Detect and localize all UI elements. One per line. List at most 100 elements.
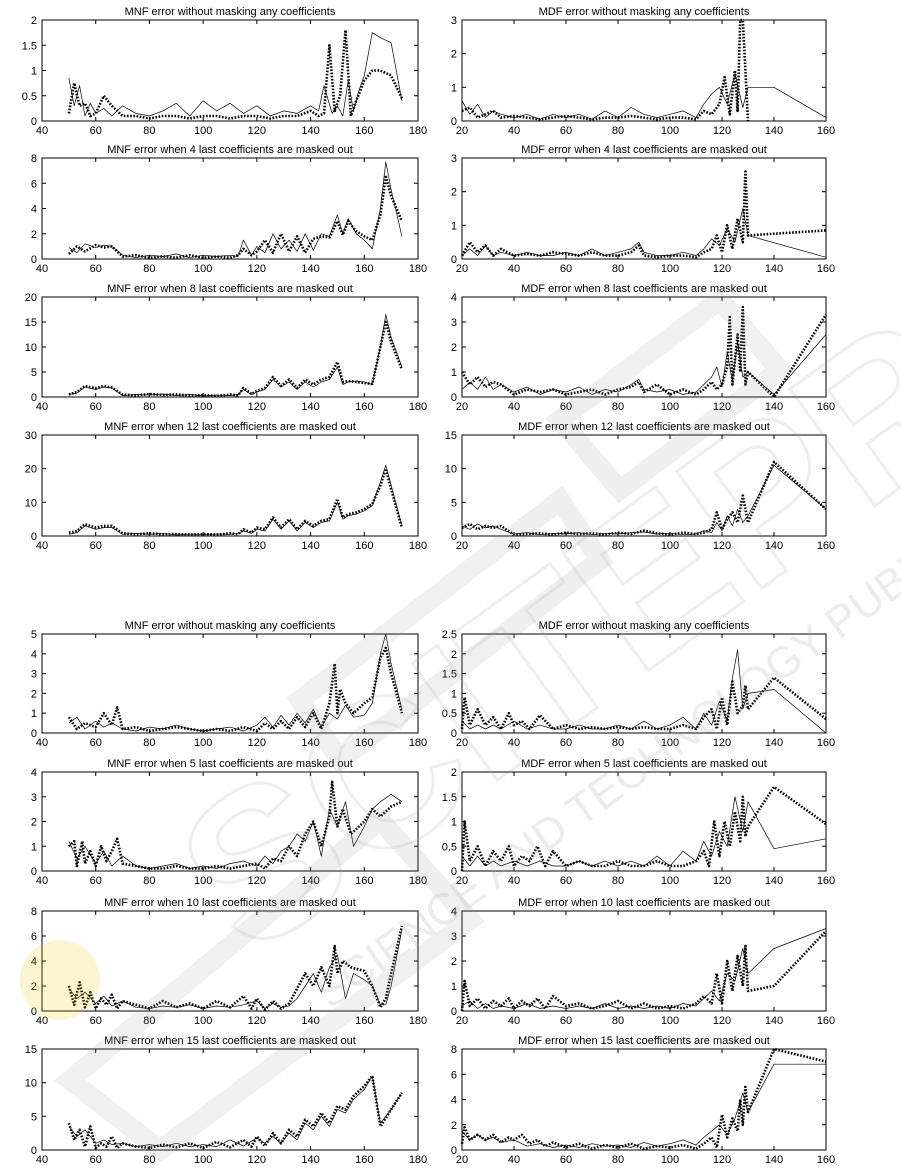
series-line-dotted (68, 320, 404, 398)
chart-panel-11: MNF error when 5 last coefficients are m… (31, 758, 427, 887)
plot-frame (41, 910, 419, 1012)
x-tick-label: 160 (355, 401, 373, 413)
x-tick-label: 60 (90, 263, 102, 275)
x-tick-label: 80 (143, 1015, 155, 1027)
chart-panel-14: MDF error when 10 last coefficients are … (451, 897, 835, 1027)
x-tick-label: 20 (456, 737, 468, 749)
x-tick-label: 180 (409, 875, 427, 887)
x-tick-label: 20 (456, 1015, 468, 1027)
plot-frame (461, 1048, 827, 1151)
x-tick-label: 140 (765, 875, 783, 887)
x-tick-label: 100 (194, 1154, 212, 1166)
y-tick-label: 2 (31, 817, 37, 829)
x-tick-label: 80 (143, 875, 155, 887)
x-tick-label: 40 (36, 875, 48, 887)
y-tick-label: 6 (31, 178, 37, 190)
series-line-solid (461, 796, 827, 867)
x-tick-label: 20 (456, 875, 468, 887)
x-tick-label: 40 (508, 263, 520, 275)
y-tick-label: 3 (31, 792, 37, 804)
y-tick-label: 1 (451, 220, 457, 232)
chart-panel-15: MNF error when 15 last coefficients are … (25, 1035, 427, 1166)
y-tick-label: 10 (25, 342, 37, 354)
x-tick-label: 40 (36, 263, 48, 275)
x-tick-label: 20 (456, 125, 468, 137)
x-tick-label: 100 (661, 540, 679, 552)
y-tick-label: 3 (451, 153, 457, 165)
x-tick-label: 140 (765, 737, 783, 749)
chart-title: MNF error when 5 last coefficients are m… (107, 758, 353, 770)
y-tick-label: 1.5 (442, 669, 457, 681)
chart-panel-2: MDF error without masking any coefficien… (451, 6, 835, 137)
y-tick-label: 8 (31, 906, 37, 918)
plot-frame (461, 296, 827, 398)
plot-frame (41, 157, 419, 260)
y-tick-label: 0 (31, 866, 37, 878)
y-tick-label: 2 (451, 649, 457, 661)
x-tick-label: 140 (765, 263, 783, 275)
x-tick-label: 80 (143, 540, 155, 552)
x-tick-label: 60 (560, 540, 572, 552)
x-tick-label: 140 (301, 540, 319, 552)
series-line-dotted (460, 1047, 827, 1150)
x-tick-label: 180 (409, 125, 427, 137)
series-line-solid (461, 334, 827, 395)
series-line-dotted (67, 646, 404, 733)
series-line-solid (461, 208, 827, 258)
y-tick-label: 5 (31, 367, 37, 379)
x-tick-label: 80 (612, 401, 624, 413)
chart-panel-5: MNF error when 8 last coefficients are m… (25, 283, 427, 413)
chart-title: MNF error when 10 last coefficients are … (104, 897, 356, 909)
series-line-dotted (461, 460, 827, 537)
plot-frame (461, 633, 827, 734)
y-tick-label: 0 (31, 1006, 37, 1018)
chart-title: MNF error without masking any coefficien… (125, 6, 336, 18)
plot-frame (461, 910, 827, 1012)
x-tick-label: 140 (301, 737, 319, 749)
x-tick-label: 160 (817, 1015, 835, 1027)
y-tick-label: 6 (31, 931, 37, 943)
x-tick-label: 20 (456, 1154, 468, 1166)
series-line-solid (68, 929, 403, 1009)
y-tick-label: 15 (25, 317, 37, 329)
y-tick-label: 20 (25, 292, 37, 304)
x-tick-label: 100 (661, 263, 679, 275)
x-tick-label: 140 (765, 401, 783, 413)
x-tick-label: 100 (194, 263, 212, 275)
y-tick-label: 1 (451, 688, 457, 700)
x-tick-label: 80 (143, 1154, 155, 1166)
chart-title: MDF error without masking any coefficien… (539, 620, 750, 632)
plot-frame (41, 1048, 419, 1151)
y-tick-label: 5 (31, 1111, 37, 1123)
x-tick-label: 60 (560, 125, 572, 137)
x-tick-label: 60 (560, 263, 572, 275)
plot-frame (41, 633, 419, 734)
x-tick-label: 180 (409, 401, 427, 413)
x-tick-label: 40 (508, 125, 520, 137)
x-tick-label: 60 (560, 1154, 572, 1166)
x-tick-label: 120 (248, 875, 266, 887)
chart-panel-9: MNF error without masking any coefficien… (31, 620, 427, 749)
x-tick-label: 80 (612, 875, 624, 887)
x-tick-label: 80 (612, 125, 624, 137)
y-tick-label: 30 (25, 430, 37, 442)
x-tick-label: 80 (612, 1015, 624, 1027)
x-tick-label: 120 (248, 737, 266, 749)
x-tick-label: 20 (456, 263, 468, 275)
y-tick-label: 2 (451, 767, 457, 779)
x-tick-label: 60 (90, 1154, 102, 1166)
x-tick-label: 60 (560, 401, 572, 413)
x-tick-label: 140 (765, 1154, 783, 1166)
x-tick-label: 140 (765, 1015, 783, 1027)
x-tick-label: 160 (355, 125, 373, 137)
x-tick-label: 100 (194, 125, 212, 137)
y-tick-label: 1 (31, 66, 37, 78)
series-line-dotted (67, 28, 404, 120)
x-tick-label: 40 (36, 1154, 48, 1166)
chart-title: MNF error without masking any coefficien… (125, 620, 336, 632)
y-tick-label: 20 (25, 464, 37, 476)
x-tick-label: 120 (713, 125, 731, 137)
x-tick-label: 20 (456, 540, 468, 552)
x-tick-label: 80 (612, 540, 624, 552)
x-tick-label: 80 (143, 263, 155, 275)
